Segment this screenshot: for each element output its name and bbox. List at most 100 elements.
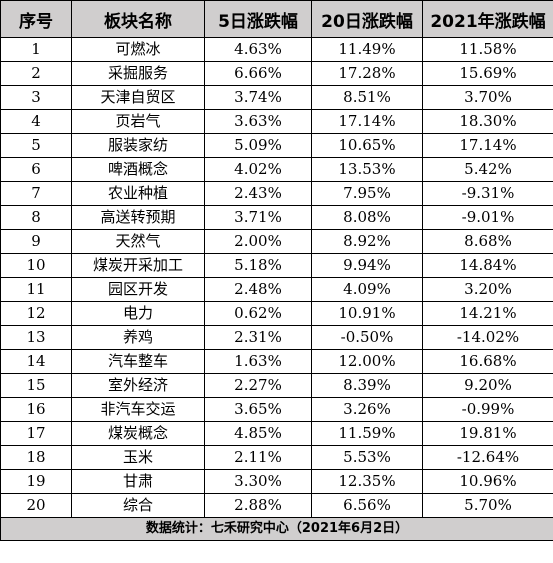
cell-20day-change: 5.53% <box>311 445 423 470</box>
data-source-note: 数据统计：七禾研究中心（2021年6月2日） <box>0 517 553 541</box>
table-row: 9 天然气 2.00% 8.92% 8.68% <box>0 229 553 254</box>
cell-sector-name: 高送转预期 <box>71 205 205 230</box>
cell-2021-change: -0.99% <box>422 397 553 422</box>
cell-sector-name: 园区开发 <box>71 277 205 302</box>
cell-5day-change: 2.43% <box>204 181 312 206</box>
cell-5day-change: 5.18% <box>204 253 312 278</box>
cell-5day-change: 0.62% <box>204 301 312 326</box>
cell-index: 17 <box>0 421 72 446</box>
cell-2021-change: 8.68% <box>422 229 553 254</box>
table-row: 4 页岩气 3.63% 17.14% 18.30% <box>0 109 553 134</box>
cell-2021-change: 17.14% <box>422 133 553 158</box>
cell-5day-change: 2.88% <box>204 493 312 518</box>
cell-sector-name: 服装家纺 <box>71 133 205 158</box>
cell-20day-change: 17.28% <box>311 61 423 86</box>
cell-5day-change: 4.02% <box>204 157 312 182</box>
table-row: 14 汽车整车 1.63% 12.00% 16.68% <box>0 349 553 374</box>
cell-index: 9 <box>0 229 72 254</box>
footer-row: 数据统计：七禾研究中心（2021年6月2日） <box>0 517 553 541</box>
cell-sector-name: 采掘服务 <box>71 61 205 86</box>
table-row: 5 服装家纺 5.09% 10.65% 17.14% <box>0 133 553 158</box>
cell-2021-change: -14.02% <box>422 325 553 350</box>
cell-2021-change: 9.20% <box>422 373 553 398</box>
cell-20day-change: 7.95% <box>311 181 423 206</box>
cell-index: 3 <box>0 85 72 110</box>
cell-2021-change: 3.20% <box>422 277 553 302</box>
table-row: 16 非汽车交运 3.65% 3.26% -0.99% <box>0 397 553 422</box>
cell-sector-name: 天然气 <box>71 229 205 254</box>
cell-sector-name: 煤炭开采加工 <box>71 253 205 278</box>
cell-20day-change: 12.35% <box>311 469 423 494</box>
cell-index: 4 <box>0 109 72 134</box>
table-row: 15 室外经济 2.27% 8.39% 9.20% <box>0 373 553 398</box>
table-row: 17 煤炭概念 4.85% 11.59% 19.81% <box>0 421 553 446</box>
header-index: 序号 <box>0 0 72 38</box>
cell-index: 15 <box>0 373 72 398</box>
cell-5day-change: 2.48% <box>204 277 312 302</box>
table-row: 19 甘肃 3.30% 12.35% 10.96% <box>0 469 553 494</box>
cell-sector-name: 天津自贸区 <box>71 85 205 110</box>
cell-index: 5 <box>0 133 72 158</box>
cell-20day-change: 10.65% <box>311 133 423 158</box>
table-row: 2 采掘服务 6.66% 17.28% 15.69% <box>0 61 553 86</box>
table-row: 6 啤酒概念 4.02% 13.53% 5.42% <box>0 157 553 182</box>
cell-sector-name: 养鸡 <box>71 325 205 350</box>
cell-index: 14 <box>0 349 72 374</box>
table-row: 10 煤炭开采加工 5.18% 9.94% 14.84% <box>0 253 553 278</box>
cell-sector-name: 啤酒概念 <box>71 157 205 182</box>
table-row: 8 高送转预期 3.71% 8.08% -9.01% <box>0 205 553 230</box>
header-20day-change: 20日涨跌幅 <box>311 0 423 38</box>
table-row: 7 农业种植 2.43% 7.95% -9.31% <box>0 181 553 206</box>
cell-20day-change: 17.14% <box>311 109 423 134</box>
cell-sector-name: 可燃冰 <box>71 37 205 62</box>
cell-20day-change: 8.51% <box>311 85 423 110</box>
cell-20day-change: 11.59% <box>311 421 423 446</box>
cell-2021-change: -12.64% <box>422 445 553 470</box>
cell-sector-name: 电力 <box>71 301 205 326</box>
cell-5day-change: 3.30% <box>204 469 312 494</box>
cell-20day-change: 13.53% <box>311 157 423 182</box>
cell-5day-change: 3.74% <box>204 85 312 110</box>
cell-5day-change: 2.31% <box>204 325 312 350</box>
cell-sector-name: 甘肃 <box>71 469 205 494</box>
cell-20day-change: -0.50% <box>311 325 423 350</box>
header-5day-change: 5日涨跌幅 <box>204 0 312 38</box>
cell-2021-change: 5.70% <box>422 493 553 518</box>
cell-5day-change: 1.63% <box>204 349 312 374</box>
cell-2021-change: 10.96% <box>422 469 553 494</box>
table-body: 1 可燃冰 4.63% 11.49% 11.58% 2 采掘服务 6.66% 17.28% 15.… <box>0 37 553 518</box>
table-row: 1 可燃冰 4.63% 11.49% 11.58% <box>0 37 553 62</box>
cell-20day-change: 8.39% <box>311 373 423 398</box>
cell-sector-name: 煤炭概念 <box>71 421 205 446</box>
cell-5day-change: 2.11% <box>204 445 312 470</box>
cell-index: 19 <box>0 469 72 494</box>
cell-index: 2 <box>0 61 72 86</box>
cell-2021-change: -9.01% <box>422 205 553 230</box>
cell-sector-name: 农业种植 <box>71 181 205 206</box>
sector-performance-table: 序号 板块名称 5日涨跌幅 20日涨跌幅 2021年涨跌幅 1 可燃冰 4.63% 1… <box>0 0 553 541</box>
cell-5day-change: 4.63% <box>204 37 312 62</box>
cell-index: 12 <box>0 301 72 326</box>
cell-sector-name: 非汽车交运 <box>71 397 205 422</box>
cell-index: 10 <box>0 253 72 278</box>
cell-20day-change: 12.00% <box>311 349 423 374</box>
cell-2021-change: -9.31% <box>422 181 553 206</box>
header-row: 序号 板块名称 5日涨跌幅 20日涨跌幅 2021年涨跌幅 <box>0 0 553 38</box>
cell-sector-name: 汽车整车 <box>71 349 205 374</box>
cell-20day-change: 3.26% <box>311 397 423 422</box>
cell-2021-change: 19.81% <box>422 421 553 446</box>
cell-20day-change: 10.91% <box>311 301 423 326</box>
table-row: 20 综合 2.88% 6.56% 5.70% <box>0 493 553 518</box>
cell-20day-change: 6.56% <box>311 493 423 518</box>
cell-index: 8 <box>0 205 72 230</box>
cell-index: 6 <box>0 157 72 182</box>
cell-index: 20 <box>0 493 72 518</box>
cell-sector-name: 室外经济 <box>71 373 205 398</box>
cell-index: 18 <box>0 445 72 470</box>
cell-index: 11 <box>0 277 72 302</box>
cell-sector-name: 综合 <box>71 493 205 518</box>
header-2021-change: 2021年涨跌幅 <box>422 0 553 38</box>
cell-2021-change: 14.21% <box>422 301 553 326</box>
cell-5day-change: 3.63% <box>204 109 312 134</box>
table-row: 12 电力 0.62% 10.91% 14.21% <box>0 301 553 326</box>
